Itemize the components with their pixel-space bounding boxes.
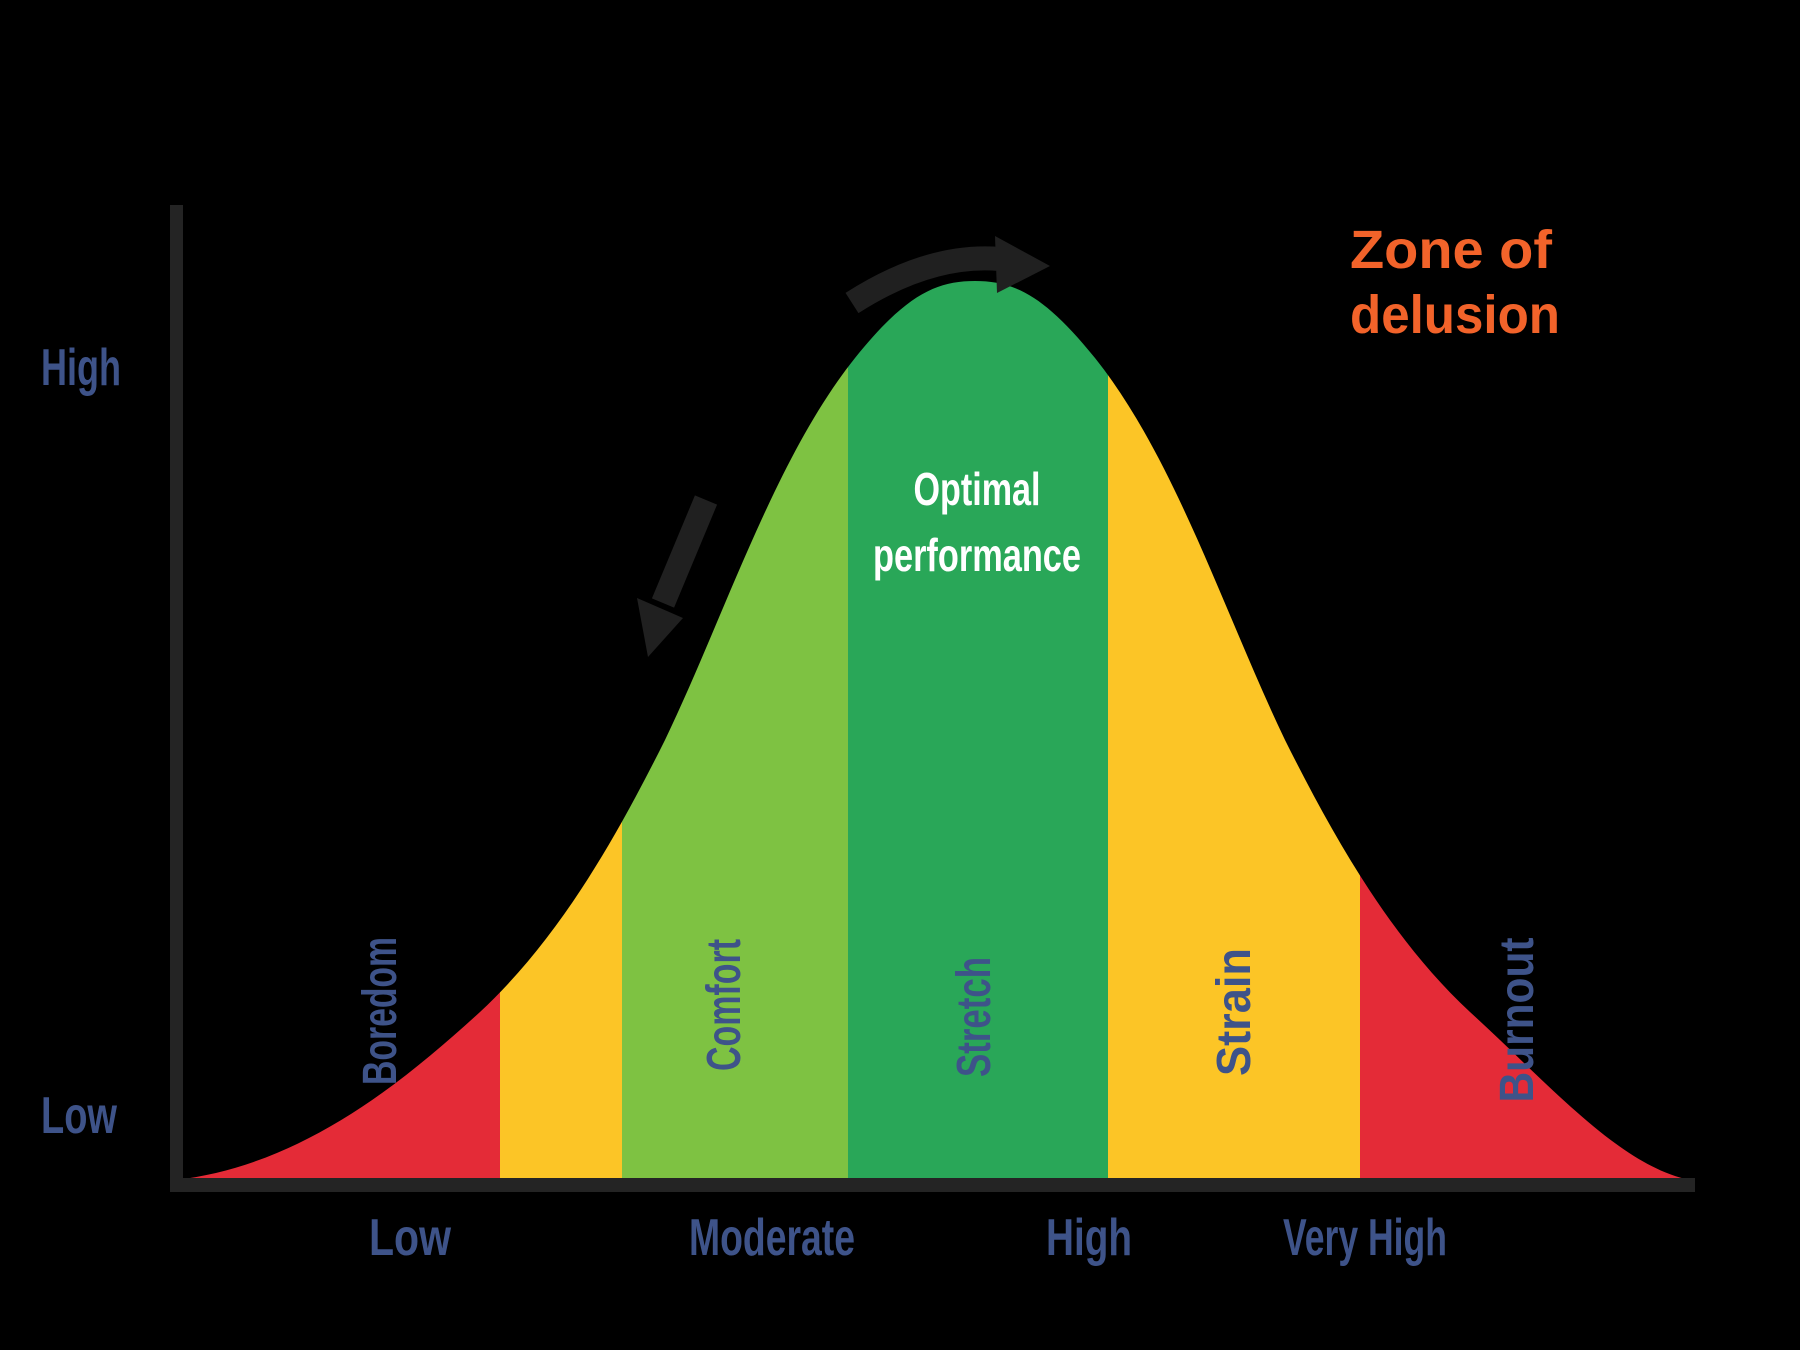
y-axis-label-low: Low <box>41 1087 117 1145</box>
x-axis-line <box>170 1178 1695 1192</box>
x-tick-low: Low <box>369 1209 451 1267</box>
zone-label-comfort: Comfort <box>698 939 751 1071</box>
zone-of-delusion-label-line2: delusion <box>1350 285 1560 345</box>
optimal-performance-label-line2: performance <box>873 529 1081 581</box>
zone-band-boredom <box>175 281 500 1180</box>
arrow-left-slope-head <box>637 598 683 657</box>
zone-label-boredom: Boredom <box>354 937 407 1085</box>
arrow-over-peak <box>845 236 1050 314</box>
zone-label-strain: Strain <box>1208 948 1261 1076</box>
zone-band-stretch <box>848 281 1108 1180</box>
y-axis-label-high: High <box>41 339 121 397</box>
x-tick-high: High <box>1046 1209 1132 1267</box>
optimal-performance-label-line1: Optimal <box>914 463 1041 515</box>
arrow-over-peak-head <box>995 236 1050 293</box>
zone-band-left-yellow <box>500 281 622 1180</box>
zone-of-delusion-label-line1: Zone of <box>1350 220 1553 280</box>
x-tick-moderate: Moderate <box>689 1209 855 1267</box>
zone-label-stretch: Stretch <box>948 957 1001 1077</box>
y-axis-line <box>170 205 183 1192</box>
x-tick-very-high: Very High <box>1283 1209 1447 1267</box>
arrow-left-slope <box>637 495 718 657</box>
arrow-over-peak-shaft <box>845 246 1002 314</box>
zone-label-burnout: Burnout <box>1491 937 1544 1102</box>
arrow-left-slope-shaft <box>651 495 718 608</box>
